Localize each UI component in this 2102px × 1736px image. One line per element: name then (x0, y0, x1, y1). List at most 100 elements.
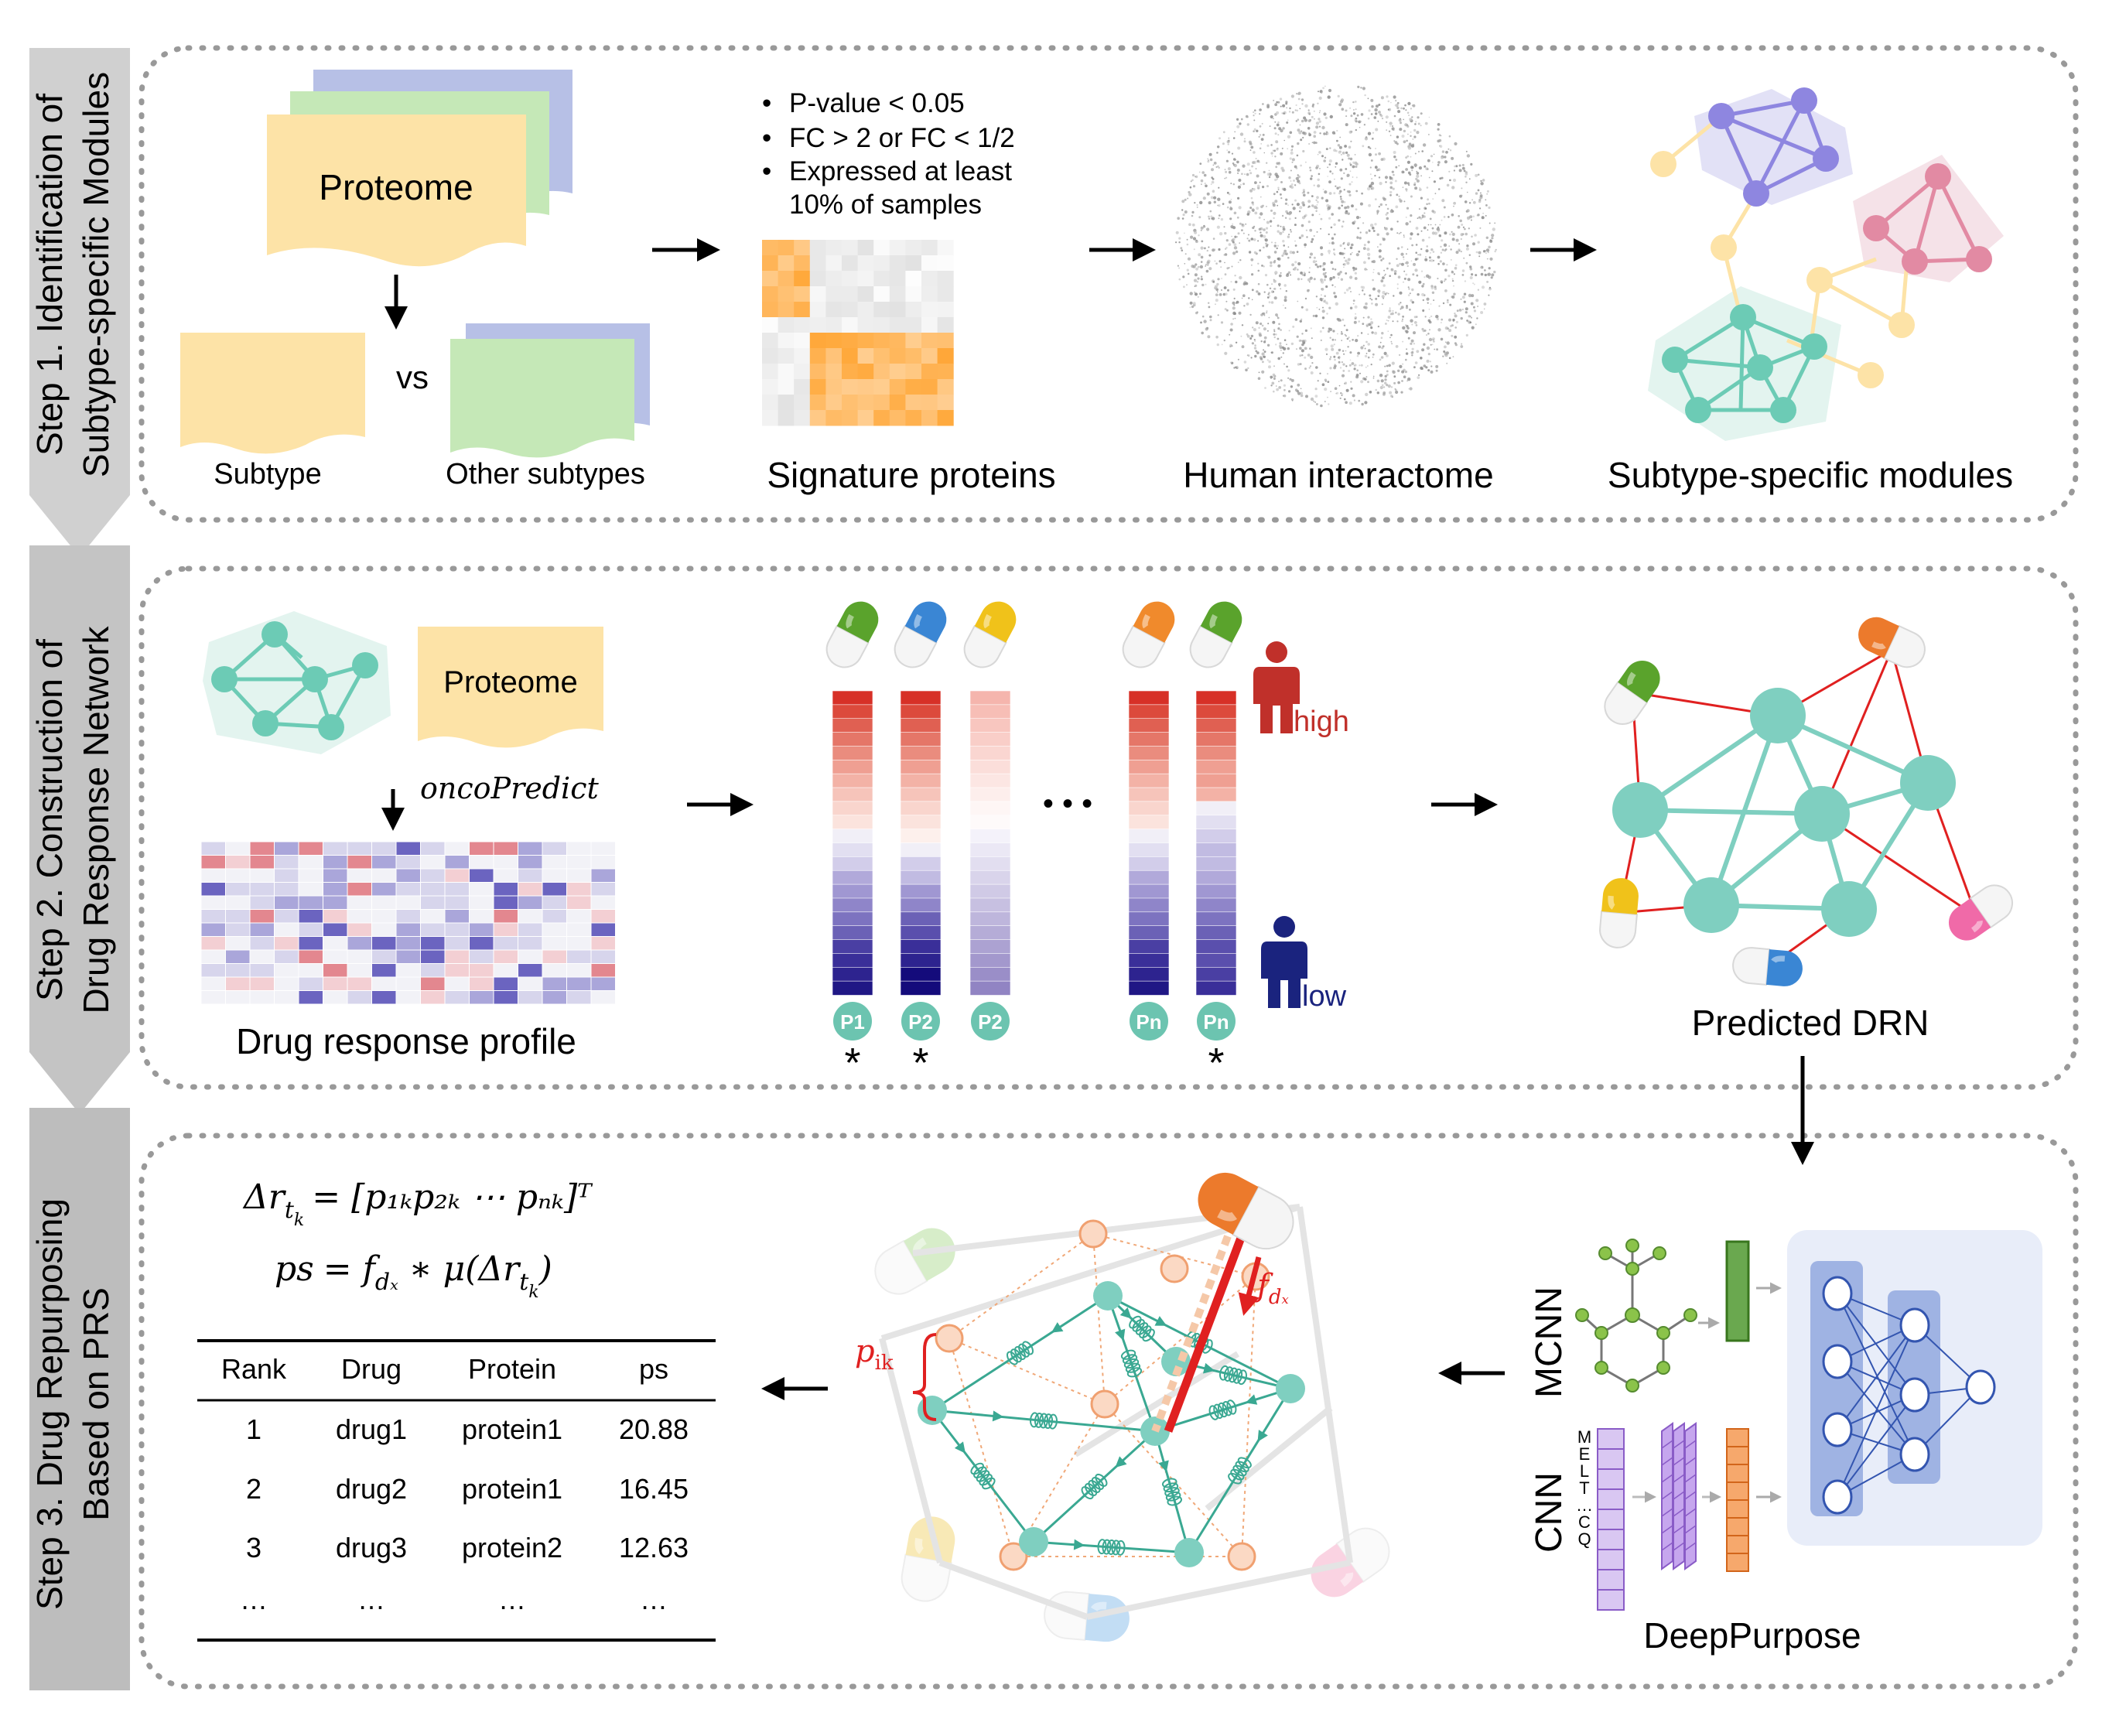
interactome-node (1297, 383, 1301, 387)
interactome-node (1414, 361, 1418, 364)
interactome-node (1339, 190, 1342, 193)
interactome-node (1381, 118, 1384, 120)
interactome-node (1232, 251, 1236, 255)
interactome-node (1441, 282, 1443, 284)
interactome-node (1431, 227, 1434, 230)
formula-delta-r: Δrtk= [p₁ₖp₂ₖ ⋯ pₙₖ]ᵀ (242, 1177, 593, 1230)
interactome-node (1348, 157, 1351, 160)
interactome-node (1327, 249, 1331, 253)
interactome-node (1305, 308, 1309, 312)
interactome-node (1256, 290, 1259, 293)
interactome-node (1217, 197, 1221, 201)
heat-cell (200, 936, 226, 951)
table-header: ps (639, 1353, 668, 1385)
interactome-node (1398, 165, 1400, 167)
interactome-node (1349, 253, 1352, 255)
interactome-node (1378, 176, 1381, 179)
interactome-node (1458, 164, 1461, 167)
heat-cell (347, 882, 372, 897)
interactome-node (1295, 104, 1297, 107)
interactome-node (1417, 217, 1419, 219)
interactome-node (1263, 234, 1266, 238)
interactome-node (1317, 200, 1319, 203)
interactome-node (1317, 153, 1319, 155)
interactome-node (1178, 241, 1181, 244)
interactome-node (1381, 295, 1385, 299)
heat-cell (225, 882, 251, 897)
interactome-node (1477, 305, 1479, 308)
interactome-node (1299, 206, 1303, 210)
interactome-node (1298, 210, 1301, 213)
interactome-node (1307, 220, 1311, 224)
interactome-node (1326, 313, 1328, 315)
interactome-node (1390, 395, 1393, 398)
interactome-node (1280, 152, 1283, 155)
interactome-node (1406, 111, 1410, 114)
interactome-node (1329, 147, 1331, 149)
interactome-node (1458, 169, 1462, 173)
interactome-node (1397, 275, 1401, 279)
heat-cell (905, 286, 922, 302)
interactome-node (1431, 210, 1434, 213)
interactome-node (1289, 157, 1292, 160)
interactome-node (1438, 234, 1441, 238)
heat-cell (493, 882, 518, 897)
interactome-node (1300, 394, 1304, 398)
interactome-node (1404, 123, 1408, 127)
interactome-node (1304, 118, 1308, 122)
interactome-node (1386, 354, 1389, 357)
interactome-node (1453, 201, 1456, 205)
table-header: Drug (341, 1353, 402, 1385)
interactome-node (1338, 384, 1341, 387)
heat-cell (493, 841, 518, 856)
interactome-node (1372, 279, 1374, 282)
interactome-node (1218, 186, 1220, 189)
heat-cell (493, 990, 518, 1005)
heat-cell (937, 286, 954, 302)
interactome-node (1418, 166, 1422, 170)
heat-cell (444, 976, 470, 991)
interactome-node (1318, 96, 1322, 100)
interactome-node (1365, 392, 1369, 397)
interactome-node (1405, 261, 1409, 265)
interactome-node (1448, 329, 1452, 333)
interactome-node (1245, 368, 1248, 372)
interactome-node (1321, 125, 1325, 130)
interactome-node (1393, 272, 1397, 275)
interactome-node (1340, 278, 1344, 281)
interactome-node (1318, 111, 1321, 114)
interactome-node (1322, 189, 1324, 190)
table-cell: drug2 (336, 1473, 407, 1505)
interactome-node (1485, 204, 1488, 207)
interactome-node (1294, 199, 1297, 202)
heat-cell (937, 410, 954, 426)
interactome-node (1300, 164, 1302, 167)
heat-cell (762, 317, 779, 333)
interactome-node (1338, 356, 1341, 359)
ranking-table-cells: Rank Drug Protein ps1 drug1 protein1 20.882 dru… (221, 1353, 689, 1615)
interactome-node (1277, 316, 1278, 317)
interactome-node (1274, 200, 1278, 203)
interactome-node (1409, 292, 1411, 295)
interactome-node (1182, 214, 1185, 217)
interactome-node (1333, 192, 1336, 195)
heat-cell (794, 317, 811, 333)
heat-cell (200, 868, 226, 883)
heat-cell (825, 240, 843, 256)
interactome-node (1313, 256, 1316, 259)
interactome-node (1246, 162, 1250, 166)
interactome-node (1186, 243, 1189, 246)
interactome-node (1222, 131, 1225, 134)
interactome-node (1246, 238, 1249, 240)
interactome-node (1283, 363, 1285, 365)
interactome-node (1316, 204, 1318, 206)
interactome-node (1309, 365, 1312, 367)
step3-title: Step 3. Drug Repurposing Based on PRS (29, 1198, 116, 1610)
interactome-node (1339, 348, 1342, 350)
heat-cell (778, 364, 795, 380)
interactome-node (1479, 207, 1482, 210)
interactome-node (1197, 265, 1200, 268)
interactome-node (1473, 309, 1476, 313)
interactome-node (1259, 196, 1262, 198)
interactome-node (1239, 222, 1242, 225)
